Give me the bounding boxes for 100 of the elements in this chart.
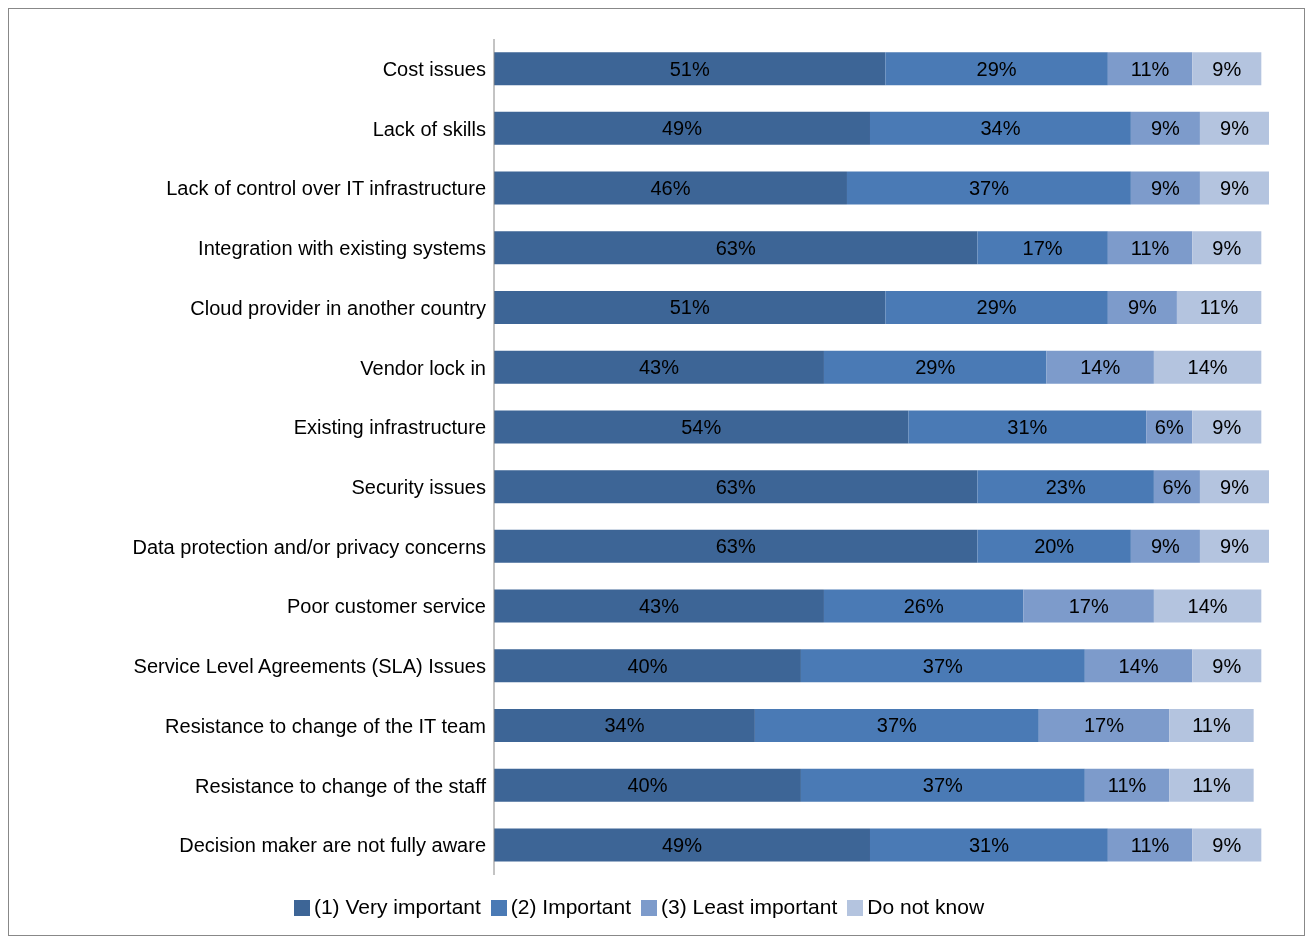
data-label: 43% bbox=[638, 595, 680, 618]
bar bbox=[1107, 290, 1177, 324]
bar bbox=[494, 410, 909, 444]
bar bbox=[494, 828, 870, 862]
bar bbox=[977, 470, 1154, 504]
bar bbox=[1169, 768, 1254, 802]
bar bbox=[977, 529, 1131, 563]
y-tick-label: Integration with existing systems bbox=[198, 237, 486, 260]
data-label: 6% bbox=[1154, 415, 1184, 438]
bar bbox=[800, 649, 1085, 683]
bar bbox=[1169, 708, 1254, 742]
data-label: 11% bbox=[1107, 774, 1147, 797]
bar bbox=[869, 828, 1108, 862]
bar bbox=[1192, 52, 1262, 86]
data-label: 9% bbox=[1212, 833, 1242, 856]
bar bbox=[1199, 529, 1269, 563]
bar bbox=[754, 708, 1039, 742]
data-label: 37% bbox=[968, 177, 1010, 200]
bar bbox=[823, 350, 1047, 384]
data-label: 46% bbox=[650, 177, 691, 200]
data-label: 11% bbox=[1130, 57, 1170, 80]
data-label: 51% bbox=[669, 296, 710, 319]
bar bbox=[494, 529, 978, 563]
data-label: 29% bbox=[976, 57, 1017, 80]
bar bbox=[908, 410, 1147, 444]
data-label: 11% bbox=[1192, 774, 1231, 797]
data-label: 9% bbox=[1220, 475, 1250, 498]
data-label: 9% bbox=[1212, 57, 1242, 80]
bar bbox=[494, 649, 801, 683]
data-label: 9% bbox=[1150, 177, 1181, 200]
data-label: 11% bbox=[1130, 833, 1170, 856]
bar bbox=[1038, 708, 1170, 742]
data-label: 11% bbox=[1199, 296, 1239, 319]
bar bbox=[494, 708, 755, 742]
data-label: 43% bbox=[638, 356, 680, 379]
bar bbox=[1084, 768, 1170, 802]
data-label: 14% bbox=[1187, 356, 1228, 379]
data-label: 23% bbox=[1045, 475, 1086, 498]
data-label: 37% bbox=[922, 774, 964, 797]
data-label: 14% bbox=[1080, 356, 1121, 379]
bar bbox=[1130, 529, 1200, 563]
legend-label: Do not know bbox=[867, 895, 985, 918]
bar bbox=[977, 231, 1108, 265]
bar bbox=[1199, 171, 1269, 205]
data-label: 31% bbox=[1007, 415, 1048, 438]
data-label: 37% bbox=[922, 654, 964, 677]
data-label: 9% bbox=[1212, 654, 1242, 677]
data-label: 9% bbox=[1212, 236, 1242, 259]
data-label: 17% bbox=[1084, 714, 1125, 737]
legend-label: (1) Very important bbox=[313, 895, 481, 918]
data-label: 17% bbox=[1068, 595, 1109, 618]
bar bbox=[1192, 828, 1262, 862]
data-label: 34% bbox=[604, 714, 645, 737]
bar bbox=[823, 589, 1024, 623]
data-label: 6% bbox=[1162, 475, 1192, 498]
y-tick-label: Resistance to change of the staff bbox=[195, 774, 487, 797]
bar bbox=[1192, 231, 1262, 265]
data-label: 63% bbox=[715, 236, 756, 259]
bar bbox=[494, 171, 847, 205]
data-label: 40% bbox=[627, 774, 668, 797]
data-label: 31% bbox=[968, 833, 1010, 856]
legend-label: (2) Important bbox=[510, 895, 632, 918]
bar bbox=[1046, 350, 1154, 384]
data-label: 11% bbox=[1192, 714, 1231, 737]
bar bbox=[494, 350, 824, 384]
bar bbox=[494, 231, 978, 265]
data-label: 9% bbox=[1212, 415, 1242, 438]
data-label: 9% bbox=[1220, 117, 1250, 140]
bar bbox=[1153, 589, 1262, 623]
y-tick-label: Existing infrastructure bbox=[293, 416, 486, 439]
bar bbox=[1199, 470, 1269, 504]
data-label: 14% bbox=[1187, 595, 1228, 618]
data-label: 9% bbox=[1220, 535, 1250, 558]
y-tick-label: Security issues bbox=[351, 475, 486, 498]
data-label: 40% bbox=[627, 654, 668, 677]
data-label: 37% bbox=[876, 714, 918, 737]
data-label: 49% bbox=[661, 117, 703, 140]
bar bbox=[1084, 649, 1193, 683]
data-label: 26% bbox=[903, 595, 944, 618]
data-label: 29% bbox=[976, 296, 1017, 319]
legend-label: (3) Least important bbox=[661, 895, 838, 918]
data-label: 11% bbox=[1130, 236, 1170, 259]
y-tick-label: Decision maker are not fully aware bbox=[179, 834, 486, 857]
data-label: 29% bbox=[915, 356, 956, 379]
data-label: 63% bbox=[715, 475, 756, 498]
y-tick-label: Lack of control over IT infrastructure bbox=[166, 177, 486, 200]
data-label: 34% bbox=[980, 117, 1021, 140]
bar bbox=[1023, 589, 1154, 623]
bar bbox=[846, 171, 1131, 205]
bar bbox=[494, 290, 886, 324]
data-label: 9% bbox=[1150, 117, 1181, 140]
y-tick-label: Data protection and/or privacy concerns bbox=[132, 535, 486, 558]
data-label: 63% bbox=[715, 535, 756, 558]
bar bbox=[885, 290, 1108, 324]
bar bbox=[885, 52, 1108, 86]
bar bbox=[1130, 111, 1200, 145]
bar bbox=[800, 768, 1085, 802]
data-label: 49% bbox=[661, 833, 703, 856]
bar bbox=[1107, 828, 1193, 862]
bar bbox=[1199, 111, 1269, 145]
